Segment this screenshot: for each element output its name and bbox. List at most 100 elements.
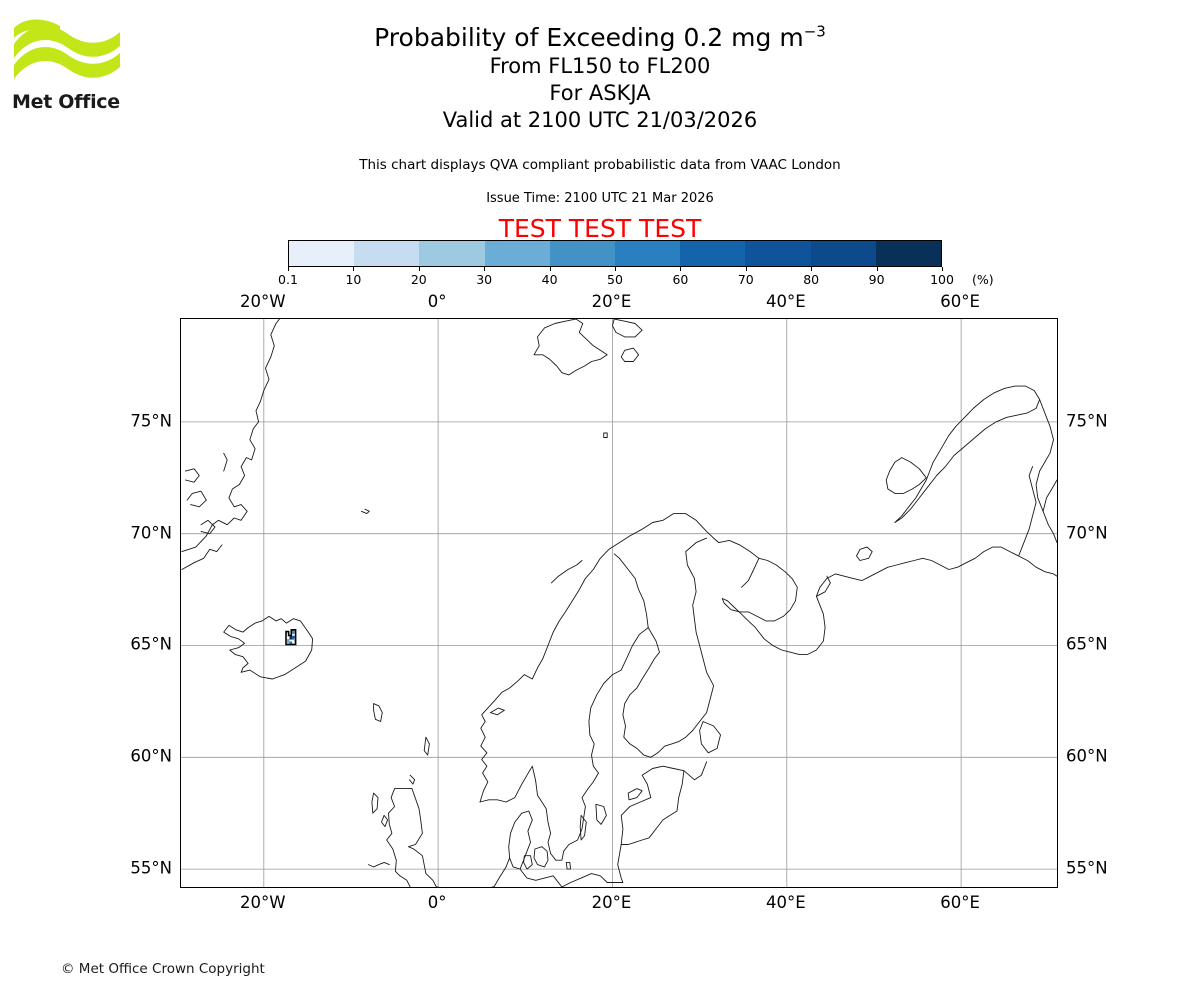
colorbar-tick-label-6: 60 <box>672 272 689 287</box>
coastline-orkney <box>408 774 416 785</box>
title-valid-time: Valid at 2100 UTC 21/03/2026 <box>442 108 758 132</box>
coastline-poland-germany <box>561 844 624 887</box>
coastline-uk-scotland <box>408 788 439 887</box>
coastline-bjornoya <box>603 432 608 438</box>
lat-label-left-0: 75°N <box>130 411 172 431</box>
coastline-oland <box>579 814 587 841</box>
colorbar-tick-label-10: 100 <box>930 272 954 287</box>
coastline-svalbard-spitsbergen <box>533 319 608 376</box>
coastline-gotland <box>595 803 607 825</box>
lat-label-left-4: 55°N <box>130 858 172 878</box>
coastline-sweden-finland-border <box>613 553 649 629</box>
ash-cell-4 <box>289 641 293 646</box>
logo-wave-2 <box>14 46 120 79</box>
page-title-exponent: −3 <box>803 22 826 41</box>
colorbar-tick-mark-0 <box>288 267 289 271</box>
ash-cell-2 <box>292 630 295 634</box>
lon-label-top-4: 60°E <box>940 292 980 311</box>
coastline-greenland-east <box>181 319 280 553</box>
coastline-uk-west-coast <box>386 788 413 887</box>
coastline-novaya-zemlya-s <box>894 385 1041 523</box>
lat-label-right-4: 55°N <box>1066 858 1108 878</box>
met-office-logo: Met Office <box>12 18 122 113</box>
lon-label-top-1: 0° <box>427 292 447 311</box>
title-flight-levels: From FL150 to FL200 <box>489 54 711 78</box>
coastline-yamal-west <box>1018 466 1037 557</box>
colorbar-units-label: (%) <box>972 272 994 287</box>
met-office-logo-text: Met Office <box>12 91 120 113</box>
coastline-russia-south-line <box>683 761 708 781</box>
colorbar-band-5 <box>615 241 681 266</box>
colorbar-tick-mark-10 <box>942 267 943 271</box>
coastline-greenland-fjords-3 <box>186 490 207 508</box>
map-vector-layer <box>181 319 1057 887</box>
ash-cell-1 <box>292 635 295 640</box>
colorbar-tick-label-9: 90 <box>868 272 885 287</box>
colorbar-tick-mark-8 <box>811 267 813 271</box>
title-volcano: For ASKJA <box>549 81 651 105</box>
coastline-denmark-funen <box>523 855 533 870</box>
colorbar-tick-label-5: 50 <box>607 272 623 287</box>
colorbar-tick-label-3: 30 <box>476 272 493 287</box>
coastline-karelia-inner <box>741 557 760 588</box>
colorbar-band-6 <box>680 241 746 266</box>
coastline-kolguev <box>856 546 873 561</box>
ash-concentration-overlay <box>285 628 297 646</box>
logo-wave-3 <box>14 19 60 38</box>
lon-label-bottom-2: 20°E <box>591 893 632 912</box>
coastline-ob-inlet <box>1042 479 1057 512</box>
colorbar-tick-label-8: 80 <box>803 272 820 287</box>
coastline-svalbard-nordaust <box>612 319 643 338</box>
coastline-greenland-fjords-1 <box>181 544 223 570</box>
chart-title-block: Probability of Exceeding 0.2 mg m−3 From… <box>0 22 1200 134</box>
coastline-kola-coast <box>718 539 798 622</box>
colorbar-band-7 <box>745 241 811 266</box>
coastline-estonia-islands <box>627 788 643 801</box>
colorbar-tick-mark-7 <box>745 267 747 271</box>
colorbar-band-8 <box>810 241 876 266</box>
colorbar-tick-mark-3 <box>484 267 486 271</box>
map-coastlines <box>181 319 1057 887</box>
logo-wave-1 <box>14 25 120 58</box>
colorbar-tick-mark-5 <box>615 267 616 271</box>
coastline-jan-mayen <box>360 508 370 515</box>
coastline-ireland-ne <box>367 861 390 868</box>
ash-cell-0 <box>289 635 293 640</box>
coastline-kara-coast <box>1035 399 1057 544</box>
coastline-norway-south <box>479 765 537 803</box>
coastline-baltic-states <box>620 765 685 845</box>
copyright-notice: © Met Office Crown Copyright <box>61 961 265 977</box>
coastline-hebrides <box>371 792 379 814</box>
coastline-russia-lake-ladoga <box>699 721 721 754</box>
coastline-germany-coast <box>491 857 511 887</box>
coastline-denmark-jutland <box>508 810 533 870</box>
lon-label-top-3: 40°E <box>765 292 806 311</box>
colorbar-band-3 <box>484 241 550 266</box>
lat-label-right-2: 65°N <box>1066 634 1108 654</box>
map-canvas[interactable] <box>180 318 1058 888</box>
page-title: Probability of Exceeding 0.2 mg m−3 <box>0 22 1200 53</box>
lon-label-top-0: 20°W <box>240 292 286 311</box>
lat-label-left-3: 60°N <box>130 746 172 766</box>
coastline-greenland-fjords-4 <box>184 468 200 483</box>
map-gridlines <box>181 319 1057 887</box>
colorbar-tick-mark-4 <box>549 267 551 271</box>
colorbar-band-0 <box>289 241 355 266</box>
lon-label-bottom-4: 60°E <box>940 893 980 912</box>
colorbar-band-4 <box>549 241 616 266</box>
coastline-kanin-peninsula <box>815 575 831 597</box>
coastline-scotland-islands <box>381 814 389 828</box>
page-title-text: Probability of Exceeding 0.2 mg m <box>374 23 804 52</box>
colorbar-tick-mark-6 <box>680 267 682 271</box>
coastline-faroes <box>373 703 383 722</box>
ash-contour-outline <box>285 628 297 646</box>
colorbar-tick-mark-2 <box>418 267 420 271</box>
colorbar-tick-label-7: 70 <box>737 272 754 287</box>
colorbar-tick-label-4: 40 <box>541 272 558 287</box>
lat-label-right-1: 70°N <box>1066 523 1108 543</box>
coastline-iceland <box>223 615 314 680</box>
lon-label-bottom-0: 20°W <box>240 893 286 912</box>
coastline-shetland <box>423 736 430 756</box>
coastline-bornholm <box>565 861 572 870</box>
lat-label-left-2: 65°N <box>130 634 172 654</box>
